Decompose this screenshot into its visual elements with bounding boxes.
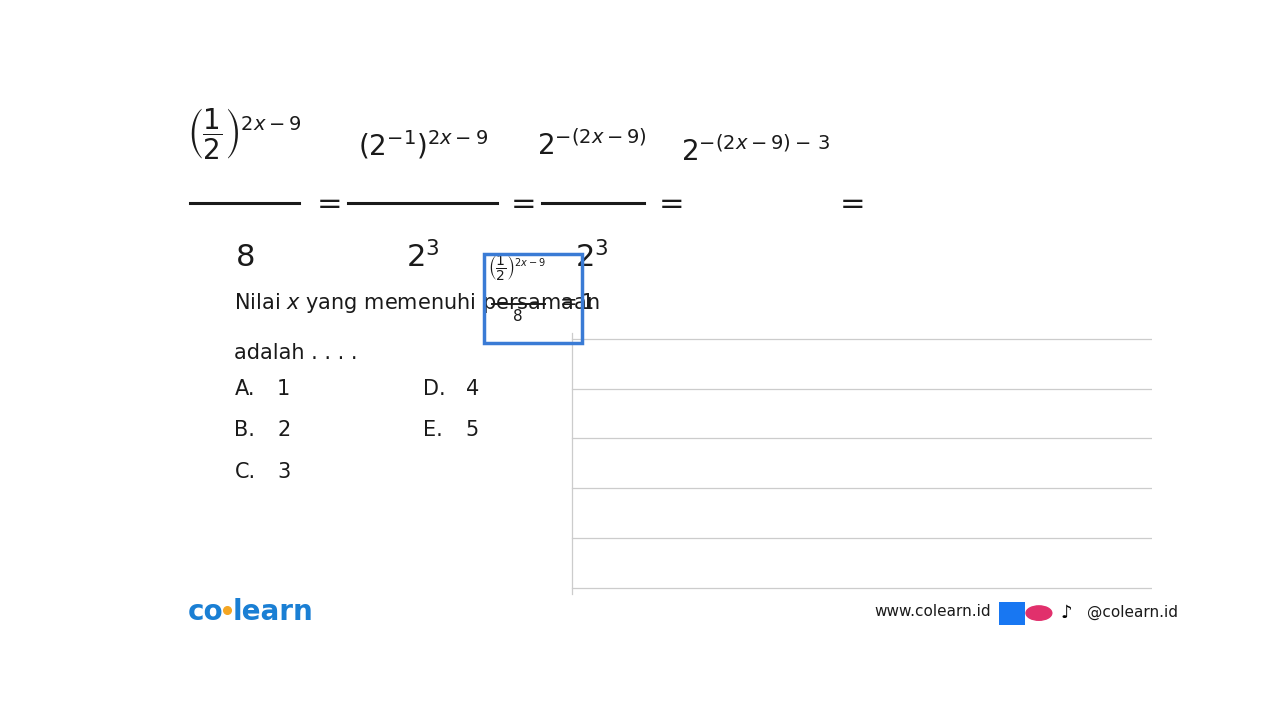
Text: 5: 5 — [466, 420, 479, 440]
Text: $\left(\dfrac{1}{2}\right)^{2x-9}$: $\left(\dfrac{1}{2}\right)^{2x-9}$ — [187, 107, 302, 161]
Text: co: co — [188, 598, 224, 626]
Text: $\left(\dfrac{1}{2}\right)^{2x-9}$: $\left(\dfrac{1}{2}\right)^{2x-9}$ — [488, 253, 547, 282]
Text: E.: E. — [422, 420, 443, 440]
Text: $=1$: $=1$ — [554, 292, 594, 312]
Text: Nilai $x$ yang memenuhi persamaan: Nilai $x$ yang memenuhi persamaan — [234, 291, 600, 315]
Text: $=$: $=$ — [653, 187, 684, 218]
Text: C.: C. — [234, 462, 256, 482]
Text: $=$: $=$ — [835, 187, 864, 218]
Text: 1: 1 — [276, 379, 291, 399]
Text: adalah . . . .: adalah . . . . — [234, 343, 358, 362]
Text: www.colearn.id: www.colearn.id — [874, 605, 991, 619]
FancyBboxPatch shape — [1000, 602, 1025, 625]
Text: $8$: $8$ — [512, 308, 522, 324]
Text: 3: 3 — [276, 462, 291, 482]
Text: A.: A. — [234, 379, 255, 399]
Text: $2^{-(2x-9)}$: $2^{-(2x-9)}$ — [536, 130, 646, 161]
Text: 2: 2 — [276, 420, 291, 440]
Text: $=$: $=$ — [504, 187, 535, 218]
Text: @colearn.id: @colearn.id — [1087, 604, 1178, 620]
Circle shape — [1027, 606, 1052, 621]
Text: O: O — [1034, 608, 1043, 618]
Text: $2^3$: $2^3$ — [406, 242, 440, 274]
Text: D.: D. — [422, 379, 445, 399]
Text: $8$: $8$ — [234, 242, 253, 273]
Text: B.: B. — [234, 420, 255, 440]
Text: $2^3$: $2^3$ — [575, 242, 608, 274]
Text: 4: 4 — [466, 379, 479, 399]
Text: ♪: ♪ — [1061, 604, 1073, 622]
Text: $2^{-(2x-9)-\,3}$: $2^{-(2x-9)-\,3}$ — [681, 136, 829, 167]
Text: $\left(2^{-1}\right)^{2x-9}$: $\left(2^{-1}\right)^{2x-9}$ — [358, 128, 488, 161]
Text: f: f — [1009, 606, 1015, 621]
Text: learn: learn — [233, 598, 314, 626]
Text: $=$: $=$ — [311, 187, 342, 218]
